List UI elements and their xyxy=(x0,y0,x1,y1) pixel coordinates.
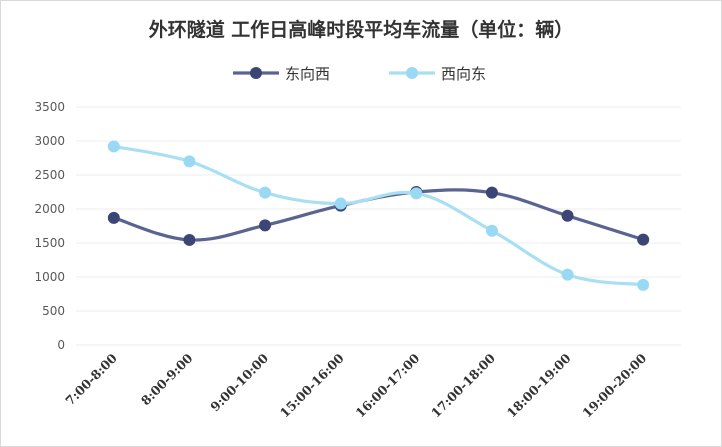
x-tick-label: 7:00-8:00 xyxy=(62,350,120,408)
legend-swatch-marker xyxy=(406,67,418,79)
data-point xyxy=(561,268,574,281)
y-tick-label: 2500 xyxy=(34,168,65,182)
x-tick-label: 16:00-17:00 xyxy=(352,350,422,420)
data-point xyxy=(410,187,423,200)
legend-swatch-marker xyxy=(250,67,262,79)
series-line xyxy=(112,144,645,287)
y-tick-label: 500 xyxy=(42,304,65,318)
legend: 东向西 西向东 xyxy=(233,65,486,83)
series-lines xyxy=(107,140,650,291)
data-point xyxy=(259,186,272,199)
data-point xyxy=(334,197,347,210)
x-tick-label: 8:00-9:00 xyxy=(138,350,196,408)
data-point xyxy=(259,219,272,232)
y-tick-label: 1000 xyxy=(34,270,65,284)
data-point xyxy=(637,233,650,246)
y-axis-ticks: 0 500 1000 1500 2000 2500 3000 3500 xyxy=(34,100,65,352)
x-tick-label: 18:00-19:00 xyxy=(504,350,574,420)
legend-label: 西向东 xyxy=(441,65,486,83)
x-tick-label: 17:00-18:00 xyxy=(428,350,498,420)
x-tick-label: 19:00-20:00 xyxy=(579,350,649,420)
data-point xyxy=(107,211,120,224)
y-tick-label: 1500 xyxy=(34,236,65,250)
data-point xyxy=(183,155,196,168)
x-tick-label: 15:00-16:00 xyxy=(277,350,347,420)
y-tick-label: 0 xyxy=(57,338,65,352)
y-tick-label: 2000 xyxy=(34,202,65,216)
chart-title: 外环隧道 工作日高峰时段平均车流量（单位：辆） xyxy=(149,18,574,41)
x-tick-label: 9:00-10:00 xyxy=(207,350,271,414)
y-tick-label: 3000 xyxy=(34,134,65,148)
gridlines xyxy=(76,106,681,346)
data-point xyxy=(485,224,498,237)
y-tick-label: 3500 xyxy=(34,100,65,114)
legend-label: 东向西 xyxy=(285,65,330,83)
x-axis-ticks: 7:00-8:00 8:00-9:00 9:00-10:00 15:00-16:00 1… xyxy=(62,350,649,420)
data-point xyxy=(107,140,120,153)
data-point xyxy=(485,186,498,199)
data-point xyxy=(637,278,650,291)
data-point xyxy=(561,209,574,222)
data-point xyxy=(183,233,196,246)
